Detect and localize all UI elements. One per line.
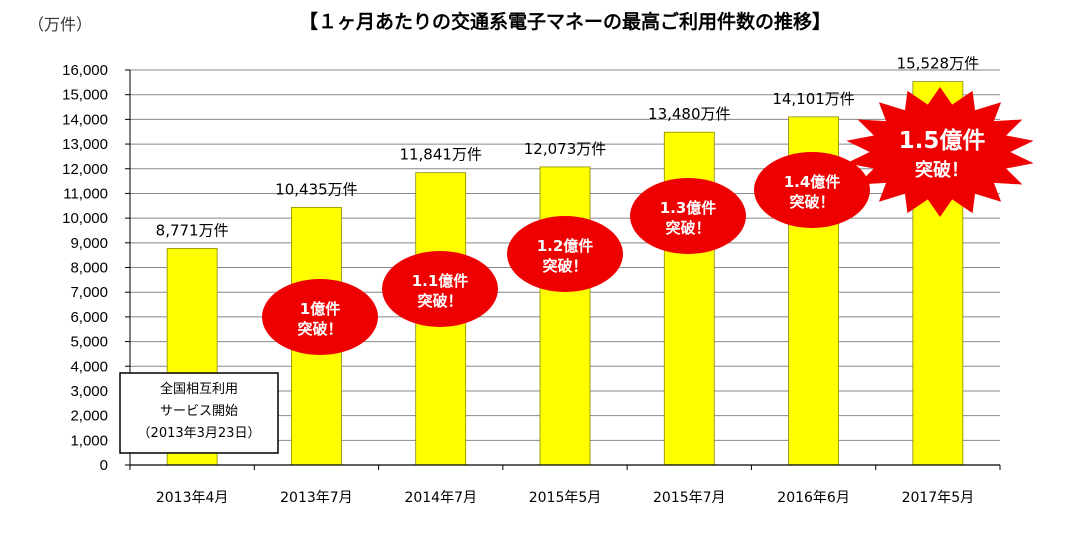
milestone-label: 1.2億件 xyxy=(537,237,594,255)
milestone-callouts: 1億件突破！1.1億件突破！1.2億件突破！1.3億件突破！1.4億件突破！1.… xyxy=(262,87,1034,355)
y-tick-label: 3,000 xyxy=(70,383,108,400)
y-tick-label: 14,000 xyxy=(62,111,108,128)
milestone-label: 1.4億件 xyxy=(784,173,841,191)
milestone-ellipse xyxy=(262,279,378,355)
y-tick-label: 10,000 xyxy=(62,210,108,227)
x-tick-label: 2015年5月 xyxy=(529,490,602,506)
bar xyxy=(539,166,591,466)
milestone-label: 突破！ xyxy=(417,292,462,310)
milestone-label: 1.5億件 xyxy=(899,127,986,154)
milestone-label: 突破！ xyxy=(789,193,834,211)
y-tick-label: 1,000 xyxy=(70,432,108,449)
milestone-label: 1.1億件 xyxy=(412,272,469,290)
note-box xyxy=(119,372,279,454)
x-tick-label: 2013年4月 xyxy=(156,490,229,506)
y-tick-label: 11,000 xyxy=(63,185,108,202)
milestone-label: 1.3億件 xyxy=(660,199,717,217)
y-axis: 0 1,000 2,000 3,000 4,000 5,000 6,000 7,000 8,00… xyxy=(62,62,131,474)
y-tick-label: 0 xyxy=(100,457,108,474)
y-tick-label: 2,000 xyxy=(70,408,108,425)
y-tick-label: 8,000 xyxy=(70,260,108,277)
y-tick-label: 16,000 xyxy=(62,62,108,79)
y-tick-label: 13,000 xyxy=(62,136,108,153)
y-tick-label: 5,000 xyxy=(70,334,108,351)
value-labels: 8,771万件 10,435万件 11,841万件 12,073万件 13,480万件 1… xyxy=(156,55,979,240)
milestone-label: 1億件 xyxy=(300,300,340,318)
x-tick-label: 2017年5月 xyxy=(902,490,975,506)
x-tick-label: 2014年7月 xyxy=(404,490,477,506)
value-label: 14,101万件 xyxy=(772,90,855,108)
milestone-label: 突破！ xyxy=(915,159,969,181)
value-label: 11,841万件 xyxy=(399,146,482,164)
milestone-ellipse xyxy=(630,178,746,254)
value-label: 10,435万件 xyxy=(275,180,358,198)
milestone-ellipse xyxy=(754,152,870,228)
y-tick-label: 6,000 xyxy=(70,309,108,326)
y-tick-label: 15,000 xyxy=(62,87,108,104)
value-label: 13,480万件 xyxy=(648,105,731,123)
chart-title: 【１ヶ月あたりの交通系電子マネーの最高ご利用件数の推移】 xyxy=(299,10,831,33)
x-axis: 2013年4月 2013年7月 2014年7月 2015年5月 2015年7月 2016年… xyxy=(129,464,1001,506)
value-label: 12,073万件 xyxy=(524,140,607,158)
x-tick-label: 2013年7月 xyxy=(280,490,353,506)
note-line: サービス開始 xyxy=(160,404,238,419)
milestone-starburst xyxy=(846,87,1034,217)
milestone-ellipse xyxy=(382,251,498,327)
x-tick-label: 2016年6月 xyxy=(777,490,850,506)
y-tick-label: 12,000 xyxy=(62,161,108,178)
value-label: 15,528万件 xyxy=(897,55,980,73)
x-tick-label: 2015年7月 xyxy=(653,490,726,506)
y-tick-label: 9,000 xyxy=(70,235,108,252)
value-label: 8,771万件 xyxy=(156,221,229,239)
unit-label: （万件） xyxy=(28,15,92,34)
note-line: （2013年3月23日） xyxy=(138,426,261,441)
milestone-label: 突破！ xyxy=(542,257,587,275)
milestone-label: 突破！ xyxy=(665,219,710,237)
y-tick-label: 7,000 xyxy=(70,284,108,301)
milestone-label: 突破！ xyxy=(297,320,342,338)
y-tick-label: 4,000 xyxy=(70,358,108,375)
milestone-ellipse xyxy=(507,216,623,292)
note-line: 全国相互利用 xyxy=(160,381,238,397)
